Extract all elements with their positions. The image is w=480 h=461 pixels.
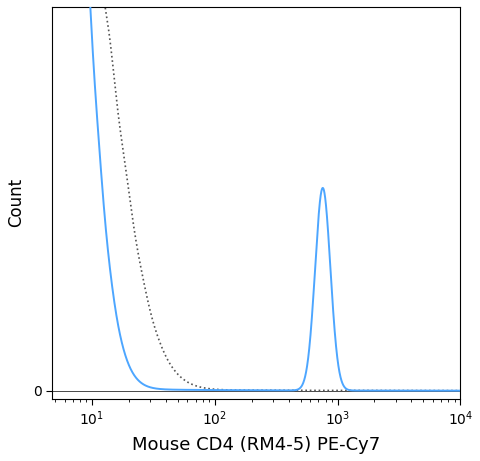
- Y-axis label: Count: Count: [7, 178, 25, 227]
- X-axis label: Mouse CD4 (RM4-5) PE-Cy7: Mouse CD4 (RM4-5) PE-Cy7: [132, 436, 381, 454]
